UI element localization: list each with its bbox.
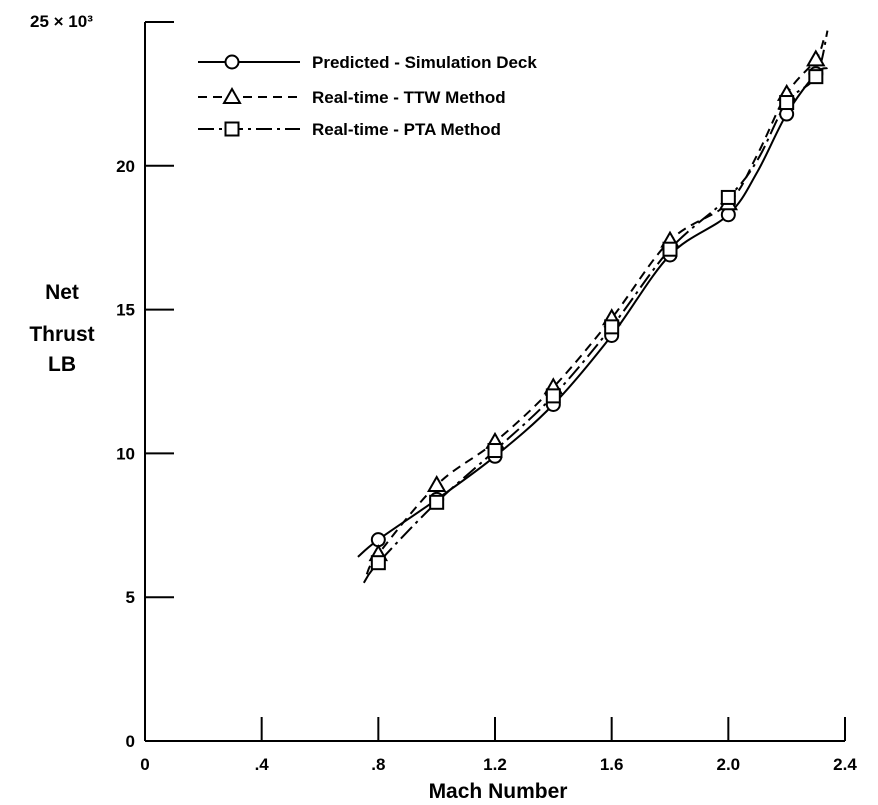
x-axis-title: Mach Number	[429, 780, 568, 803]
legend: Predicted - Simulation Deck Real-time - T…	[198, 53, 537, 139]
legend-marker-square	[224, 121, 240, 137]
x-tick-label: 0	[140, 755, 149, 774]
y-axis-title-line-3: LB	[48, 353, 76, 376]
data-point-triangle	[426, 474, 447, 492]
legend-label: Predicted - Simulation Deck	[312, 53, 537, 72]
ticks: 0 .4 .8 1.2 1.6 2.0 2.4 0 5 10 15 20	[116, 21, 857, 774]
y-tick-label: 0	[126, 732, 135, 751]
data-point-square	[808, 69, 824, 85]
legend-marker-triangle	[222, 86, 242, 104]
data-point-square	[779, 95, 795, 111]
data-point-square	[429, 494, 445, 510]
data-point-square	[487, 443, 503, 459]
series-markers	[368, 49, 826, 571]
x-tick-label: 1.2	[483, 755, 507, 774]
y-axis-title-line-1: Net	[45, 281, 79, 304]
data-point-square	[370, 555, 386, 571]
x-tick-label: .4	[255, 755, 270, 774]
legend-label: Real-time - PTA Method	[312, 120, 501, 139]
legend-marker-circle	[224, 54, 240, 70]
y-tick-label: 15	[116, 301, 135, 320]
legend-label: Real-time - TTW Method	[312, 88, 506, 107]
x-tick-label: 2.4	[833, 755, 857, 774]
data-point-square	[545, 388, 561, 404]
x-tick-label: 1.6	[600, 755, 624, 774]
data-point-triangle	[806, 49, 826, 67]
data-point-square	[720, 189, 736, 205]
series-line-circle	[357, 67, 828, 558]
y-tick-label: 5	[126, 588, 135, 607]
x-tick-label: .8	[371, 755, 385, 774]
x-tick-label: 2.0	[717, 755, 741, 774]
data-point-square	[604, 319, 620, 335]
data-point-square	[662, 241, 678, 257]
series-lines	[357, 30, 829, 584]
y-scale-label: 25 × 10³	[30, 12, 93, 31]
y-tick-label: 20	[116, 157, 135, 176]
y-axis-title-line-2: Thrust	[29, 323, 94, 346]
y-tick-label: 10	[116, 444, 135, 463]
